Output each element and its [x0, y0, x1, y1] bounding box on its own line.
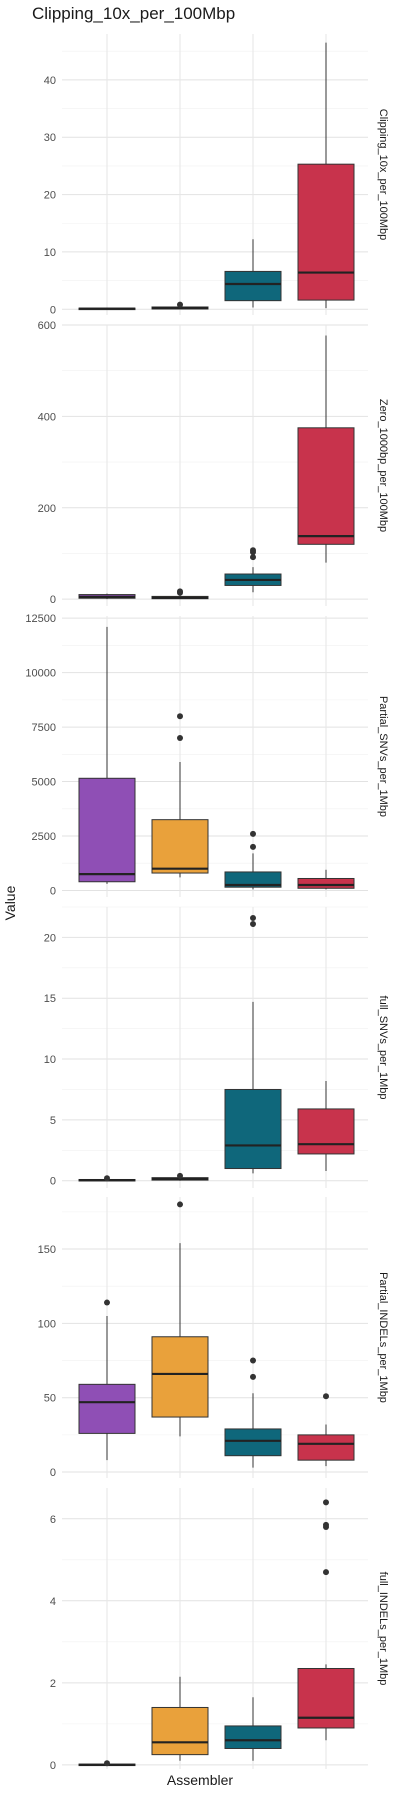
y-tick-label: 2500: [32, 831, 56, 843]
y-tick-label: 400: [38, 411, 56, 423]
y-tick-label: 7500: [32, 722, 56, 734]
facet-strip-label: full_INDELs_per_1Mbp: [377, 1572, 389, 1686]
x-axis-label: Assembler: [166, 1772, 234, 1788]
outlier-point: [250, 1357, 256, 1364]
box: [297, 877, 355, 889]
outlier-point: [104, 1760, 110, 1767]
y-tick-label: 0: [50, 1760, 56, 1772]
y-tick-label: 0: [50, 304, 56, 316]
y-axis-label: Value: [2, 885, 18, 921]
y-tick-label: 0: [50, 1176, 56, 1188]
outlier-point: [177, 301, 183, 308]
outlier-point: [323, 1393, 329, 1400]
box: [151, 1336, 209, 1418]
outlier-point: [177, 734, 183, 741]
facet-strip-label: Partial_INDELs_per_1Mbp: [377, 1272, 389, 1403]
facet-strip-label: Zero_1000bp_per_100Mbp: [377, 399, 389, 532]
y-tick-label: 200: [38, 503, 56, 515]
y-tick-label: 15: [44, 993, 56, 1005]
y-tick-label: 0: [50, 1467, 56, 1479]
y-tick-label: 0: [50, 594, 56, 606]
outlier-point: [250, 547, 256, 554]
y-tick-label: 50: [44, 1393, 56, 1405]
box: [297, 1434, 355, 1461]
outlier-point: [250, 554, 256, 561]
y-tick-label: 2: [50, 1678, 56, 1690]
box: [224, 1088, 282, 1170]
outlier-point: [250, 914, 256, 921]
box: [224, 1428, 282, 1457]
facet-strip-label: Clipping_10x_per_100Mbp: [377, 109, 389, 240]
outlier-point: [323, 1521, 329, 1528]
box: [151, 1706, 209, 1756]
outlier-point: [323, 1499, 329, 1506]
outlier-point: [104, 1175, 110, 1182]
y-tick-label: 40: [44, 75, 56, 87]
outlier-point: [250, 843, 256, 850]
outlier-point: [250, 1373, 256, 1380]
y-tick-label: 6: [50, 1514, 56, 1526]
outlier-point: [104, 1299, 110, 1306]
box: [224, 1725, 282, 1749]
outlier-point: [177, 1201, 183, 1208]
outlier-point: [177, 588, 183, 595]
y-tick-label: 10: [44, 1054, 56, 1066]
box: [297, 163, 355, 301]
y-tick-label: 4: [50, 1596, 56, 1608]
chart-title: Clipping_10x_per_100Mbp: [32, 4, 236, 23]
y-tick-label: 150: [38, 1244, 56, 1256]
y-tick-label: 5000: [32, 777, 56, 789]
y-tick-label: 20: [44, 190, 56, 202]
facet-strip-label: full_SNVs_per_1Mbp: [377, 996, 389, 1100]
outlier-point: [250, 921, 256, 928]
y-tick-label: 600: [38, 320, 56, 332]
y-tick-label: 10000: [25, 668, 56, 680]
outlier-point: [177, 713, 183, 720]
box: [297, 1108, 355, 1155]
outlier-point: [250, 830, 256, 837]
y-tick-label: 30: [44, 132, 56, 144]
box: [78, 1383, 136, 1434]
outlier-point: [177, 1172, 183, 1179]
box: [78, 777, 136, 883]
box: [151, 819, 209, 874]
y-tick-label: 100: [38, 1318, 56, 1330]
y-tick-label: 20: [44, 932, 56, 944]
box: [224, 270, 282, 302]
facet-strip-label: Partial_SNVs_per_1Mbp: [377, 696, 389, 817]
y-tick-label: 5: [50, 1115, 56, 1127]
outlier-point: [323, 1569, 329, 1576]
box: [224, 871, 282, 888]
box: [297, 1667, 355, 1729]
y-tick-label: 0: [50, 885, 56, 897]
y-tick-label: 10: [44, 247, 56, 259]
box: [297, 427, 355, 545]
y-tick-label: 12500: [25, 613, 56, 625]
